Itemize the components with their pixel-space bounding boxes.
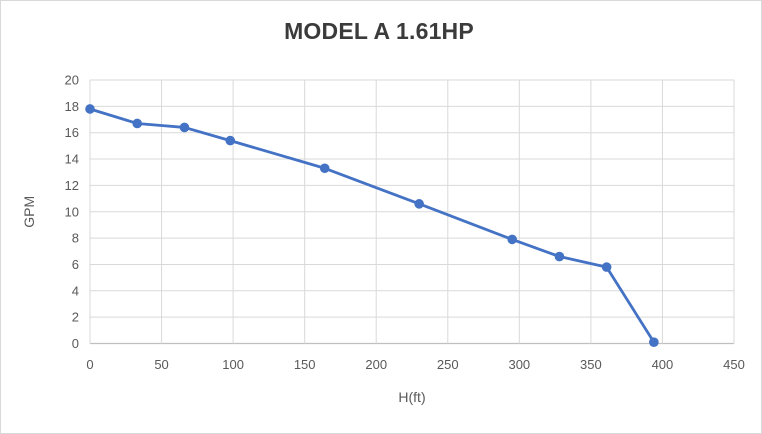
y-tick-label: 20 (65, 73, 79, 88)
y-tick-label: 0 (72, 336, 79, 351)
x-tick-label: 100 (222, 357, 244, 372)
x-tick-label: 400 (652, 357, 674, 372)
y-tick-label: 2 (72, 310, 79, 325)
y-tick-label: 4 (72, 283, 79, 298)
x-tick-label: 300 (508, 357, 530, 372)
data-point-marker (554, 251, 565, 262)
y-axis-title: GPM (21, 196, 37, 228)
data-point-marker (225, 135, 236, 146)
x-tick-label: 250 (437, 357, 459, 372)
y-tick-label: 12 (65, 178, 79, 193)
data-point-marker (414, 199, 424, 209)
y-tick-label: 6 (72, 257, 79, 272)
chart-title: MODEL A 1.61HP (284, 18, 474, 44)
y-tick-label: 14 (65, 152, 79, 167)
data-point-marker (132, 118, 143, 129)
series-line (88, 107, 656, 344)
x-axis-title: H(ft) (398, 389, 425, 405)
x-tick-label: 50 (154, 357, 168, 372)
y-tick-label: 18 (65, 99, 79, 114)
data-point-marker (649, 337, 659, 347)
x-tick-label: 0 (86, 357, 93, 372)
x-tick-label: 150 (294, 357, 316, 372)
y-tick-label: 8 (72, 231, 79, 246)
data-point-marker (179, 122, 190, 133)
y-tick-label: 16 (65, 125, 79, 140)
data-point-marker (507, 234, 517, 245)
x-tick-label: 450 (723, 357, 745, 372)
data-point-marker (85, 104, 95, 114)
x-tick-label: 350 (580, 357, 602, 372)
x-tick-label: 200 (365, 357, 387, 372)
data-point-marker (601, 262, 612, 272)
data-point-marker (319, 163, 330, 174)
y-tick-label: 10 (65, 204, 79, 219)
